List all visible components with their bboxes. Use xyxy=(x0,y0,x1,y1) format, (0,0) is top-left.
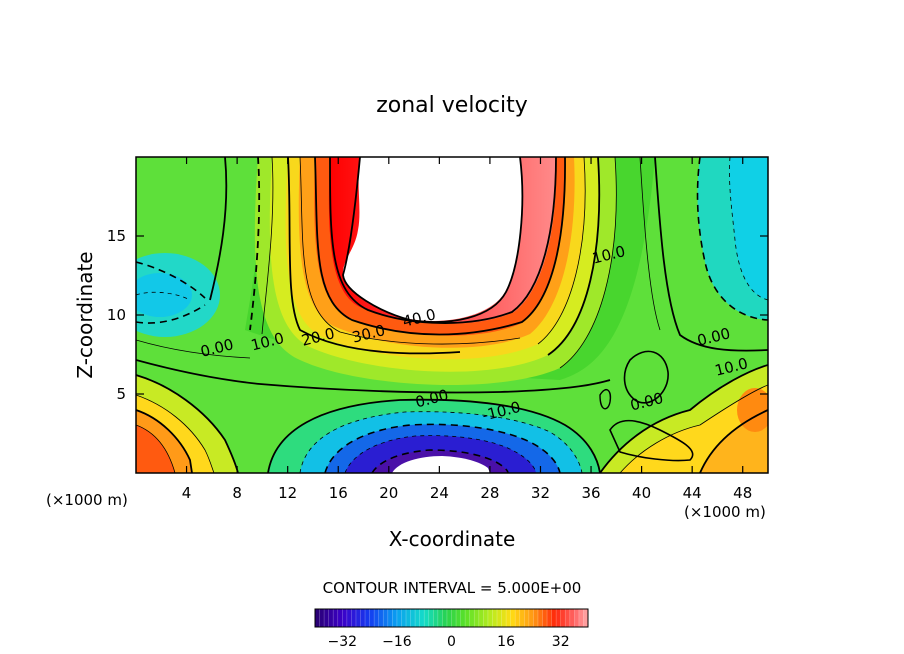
colorbar-cell xyxy=(583,609,589,627)
colorbar-cell xyxy=(537,609,543,627)
colorbar-cell xyxy=(510,609,516,627)
colorbar-cell xyxy=(565,609,571,627)
colorbar-cell xyxy=(487,609,493,627)
colorbar-cell xyxy=(433,609,439,627)
colorbar-cell xyxy=(410,609,416,627)
colorbar-cell xyxy=(442,609,448,627)
y-tick-label: 15 xyxy=(107,227,126,245)
colorbar-cell xyxy=(460,609,466,627)
x-tick-label: 40 xyxy=(632,484,651,502)
colorbar-cell xyxy=(387,609,393,627)
x-tick-label: 44 xyxy=(683,484,702,502)
field-layer xyxy=(136,157,768,473)
x-tick-label: 24 xyxy=(430,484,449,502)
colorbar-cell xyxy=(383,609,389,627)
colorbar-cell xyxy=(551,609,557,627)
colorbar-cell xyxy=(374,609,380,627)
y-axis: 5 10 15 xyxy=(107,227,768,403)
colorbar-cell xyxy=(324,609,330,627)
colorbar-cell xyxy=(424,609,430,627)
x-tick-label: 20 xyxy=(379,484,398,502)
colorbar-cell xyxy=(315,609,321,627)
contour-lines xyxy=(136,157,768,473)
colorbar-cell xyxy=(506,609,512,627)
colorbar-cell xyxy=(428,609,434,627)
colorbar-tick-label: 16 xyxy=(497,634,515,650)
colorbar-cell xyxy=(501,609,507,627)
colorbar-cell xyxy=(569,609,575,627)
colorbar-cell xyxy=(415,609,421,627)
colorbar-tick-label: 32 xyxy=(552,634,570,650)
x-axis: 4 8 12 16 20 24 28 32 36 40 44 48 xyxy=(182,157,752,502)
colorbar-cell xyxy=(556,609,562,627)
x-tick-label: 48 xyxy=(733,484,752,502)
colorbar-cell xyxy=(355,609,361,627)
colorbar-cell xyxy=(547,609,553,627)
colorbar-cell xyxy=(437,609,443,627)
x-unit-label-right: (×1000 m) xyxy=(684,503,766,521)
colorbar-cell xyxy=(328,609,334,627)
y-axis-label: Z-coordinate xyxy=(73,251,97,378)
colorbar-cell xyxy=(360,609,366,627)
colorbar-cell xyxy=(396,609,402,627)
colorbar-tick-label: −16 xyxy=(382,634,412,650)
x-axis-label: X-coordinate xyxy=(389,527,516,551)
colorbar-cell xyxy=(542,609,548,627)
colorbar-cell xyxy=(451,609,457,627)
colorbar-cell xyxy=(337,609,343,627)
colorbar-cell xyxy=(465,609,471,627)
x-unit-label-left: (×1000 m) xyxy=(46,491,128,509)
x-tick-label: 12 xyxy=(278,484,297,502)
colorbar-ticks: −32 −16 0 16 32 xyxy=(328,634,570,650)
y-tick-label: 10 xyxy=(107,306,126,324)
x-tick-label: 28 xyxy=(480,484,499,502)
x-tick-label: 16 xyxy=(329,484,348,502)
colorbar-cell xyxy=(578,609,584,627)
colorbar-cell xyxy=(351,609,357,627)
x-tick-label: 4 xyxy=(182,484,192,502)
colorbar-cell xyxy=(492,609,498,627)
colorbar-cell xyxy=(401,609,407,627)
colorbar-cell xyxy=(446,609,452,627)
colorbar-cell xyxy=(378,609,384,627)
colorbar-cell xyxy=(346,609,352,627)
colorbar-cell xyxy=(515,609,521,627)
colorbar-cell xyxy=(419,609,425,627)
colorbar-cell xyxy=(342,609,348,627)
colorbar-cell xyxy=(406,609,412,627)
y-tick-label: 5 xyxy=(116,385,126,403)
colorbar-cell xyxy=(478,609,484,627)
colorbar-cell xyxy=(519,609,525,627)
colorbar-cell xyxy=(533,609,539,627)
colorbar-cell xyxy=(560,609,566,627)
colorbar-cell xyxy=(528,609,534,627)
colorbar-cell xyxy=(524,609,530,627)
colorbar-cell xyxy=(474,609,480,627)
colorbar-tick-label: −32 xyxy=(328,634,358,650)
colorbar xyxy=(314,608,589,628)
colorbar-tick-label: 0 xyxy=(447,634,456,650)
colorbar-cell xyxy=(369,609,375,627)
x-tick-label: 36 xyxy=(581,484,600,502)
colorbar-cell xyxy=(392,609,398,627)
chart-title: zonal velocity xyxy=(376,93,528,118)
x-tick-label: 32 xyxy=(531,484,550,502)
colorbar-cell xyxy=(333,609,339,627)
colorbar-cell xyxy=(483,609,489,627)
colorbar-cell xyxy=(574,609,580,627)
colorbar-cell xyxy=(456,609,462,627)
colorbar-cell xyxy=(365,609,371,627)
colorbar-cell xyxy=(469,609,475,627)
x-tick-label: 8 xyxy=(232,484,242,502)
colorbar-frame xyxy=(314,608,589,628)
colorbar-cell xyxy=(319,609,325,627)
contour-interval-label: CONTOUR INTERVAL = 5.000E+00 xyxy=(323,579,582,597)
colorbar-cell xyxy=(497,609,503,627)
